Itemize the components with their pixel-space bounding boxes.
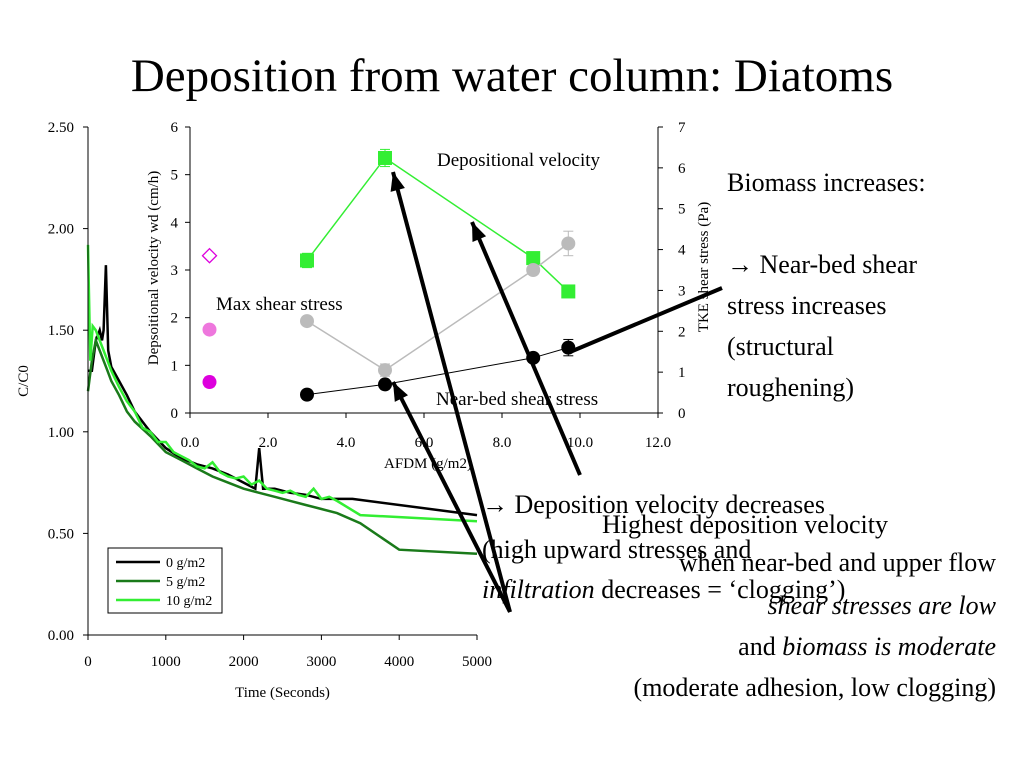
highest-deposition-line-2: when near-bed and upper flow [678, 548, 996, 577]
annotation-near-bed-shear-stress: Near-bed shear stress [436, 389, 598, 410]
inset-x-tick-label: 10.0 [567, 435, 593, 451]
x-tick-label: 0 [84, 654, 92, 670]
inset-series [201, 148, 576, 402]
highest-deposition-line-5: (moderate adhesion, low clogging) [633, 673, 996, 702]
inset-x-tick-label: 12.0 [645, 435, 671, 451]
annotation-max-shear-stress: Max shear stress [216, 294, 343, 315]
inset-x-axis-label: AFDM (g/m2) [384, 456, 472, 472]
arrow-to-peak-velocity [391, 171, 512, 613]
inset-y2-tick-label: 6 [678, 161, 686, 177]
inset-x-tick-label: 4.0 [337, 435, 356, 451]
deposition-decrease-line-2: (high upward stresses and [482, 535, 752, 564]
inset-y2-tick-label: 0 [678, 406, 686, 422]
inset-series-line-2 [306, 347, 569, 396]
data-point-circle [202, 375, 217, 390]
arrow-to-decreasing-velocity [470, 221, 582, 476]
inset-plot-background [190, 127, 658, 413]
inset-y-tick-label: 4 [171, 215, 179, 231]
inset-x-tick-label: 2.0 [259, 435, 278, 451]
y-tick-label: 2.50 [48, 120, 74, 136]
slide-title: Deposition from water column: Diatoms [130, 50, 894, 102]
inset-y2-tick-label: 3 [678, 283, 686, 299]
inset-x-tick-label: 8.0 [493, 435, 512, 451]
arrow-glyph: → [727, 250, 753, 279]
inset-y-axis-label: Depsoitional velocity wd (cm/h) [146, 171, 162, 366]
data-point-circle [378, 363, 392, 378]
inset-y2-tick-label: 2 [678, 324, 686, 340]
data-point-square [561, 284, 576, 299]
x-tick-label: 4000 [384, 654, 414, 670]
x-tick-label: 2000 [229, 654, 259, 670]
legend-label-1: 5 g/m2 [166, 575, 205, 590]
legend: 0 g/m2 5 g/m2 10 g/m2 [107, 547, 223, 614]
inset-y-tick-label: 0 [171, 406, 179, 422]
y-tick-label: 1.00 [48, 425, 74, 441]
near-bed-line-4: roughening) [727, 373, 855, 402]
highest-deposition-line-1: Highest deposition velocity [602, 510, 888, 539]
y-tick-label: 0.50 [48, 526, 74, 542]
x-tick-label: 5000 [462, 654, 492, 670]
legend-label-2: 10 g/m2 [166, 594, 212, 609]
inset-y-tick-label: 3 [171, 263, 179, 279]
chart-time-series: 0 1000 2000 3000 4000 50000.000.501.001.502.0… [16, 120, 492, 701]
inset-series-line-0 [306, 156, 569, 292]
deposition-decrease-line-3: infiltration decreases = ‘clogging’) [482, 575, 846, 604]
legend-box [107, 547, 223, 614]
data-point-circle [378, 377, 392, 392]
inset-y2-tick-label: 7 [678, 120, 686, 136]
highest-deposition-line-4: and biomass is moderate [738, 632, 996, 661]
inset-y-tick-label: 1 [171, 358, 179, 374]
arrow-to-near-bed-point [391, 381, 512, 613]
inset-x-tick-label: 0.0 [181, 435, 200, 451]
near-bed-line-2: stress increases [727, 291, 887, 320]
annotation-depositional-velocity: Depositional velocity [437, 150, 601, 171]
x-axis-label: Time (Seconds) [235, 685, 330, 701]
y-axis-label: C/C0 [16, 365, 32, 397]
series-line-2 [86, 244, 478, 523]
deposition-decrease-line-1: → Deposition velocity decreases [482, 490, 825, 519]
series-line-1 [86, 335, 478, 555]
time-series-lines [86, 244, 478, 555]
data-point-diamond [201, 247, 218, 264]
x-tick-label: 3000 [306, 654, 336, 670]
biomass-text-block: Biomass increases: → Near-bed shear stre… [727, 162, 926, 408]
inset-y-tick-label: 5 [171, 168, 179, 184]
inset-y-tick-label: 2 [171, 311, 179, 327]
inset-y2-tick-label: 5 [678, 202, 686, 218]
near-bed-line-1: Near-bed shear [759, 250, 918, 279]
inset-y2-axis-label: TKE shear stress (Pa) [696, 202, 712, 332]
arrow-to-peak-velocity-head [390, 172, 405, 192]
arrow-to-near-bed-point-head [393, 382, 408, 402]
biomass-heading: Biomass increases: [727, 168, 926, 197]
pointer-arrows [390, 171, 723, 613]
y-tick-label: 1.50 [48, 323, 74, 339]
data-point-circle [561, 236, 576, 251]
data-point-circle [526, 263, 541, 277]
data-point-circle [300, 387, 314, 402]
inset-y2-tick-label: 1 [678, 365, 686, 381]
arrow-to-decreasing-velocity-head [472, 222, 487, 242]
y-tick-label: 0.00 [48, 628, 74, 644]
inset-y2-tick-label: 4 [678, 243, 686, 259]
y-tick-label: 2.00 [48, 222, 74, 238]
data-point-circle [300, 314, 314, 329]
legend-label-0: 0 g/m2 [166, 556, 205, 571]
inset-series-line-1 [306, 242, 569, 371]
data-point-square [378, 150, 392, 165]
line-to-shear-text [569, 286, 723, 354]
x-tick-label: 1000 [151, 654, 181, 670]
highest-deposition-line-3: shear stresses are low [767, 591, 996, 620]
data-point-square [526, 251, 541, 266]
data-point-square [300, 253, 314, 268]
inset-y-tick-label: 6 [171, 120, 179, 136]
arrow-glyph-2: → [482, 490, 508, 519]
data-point-circle [202, 322, 217, 337]
near-bed-line-3: (structural [727, 332, 834, 361]
